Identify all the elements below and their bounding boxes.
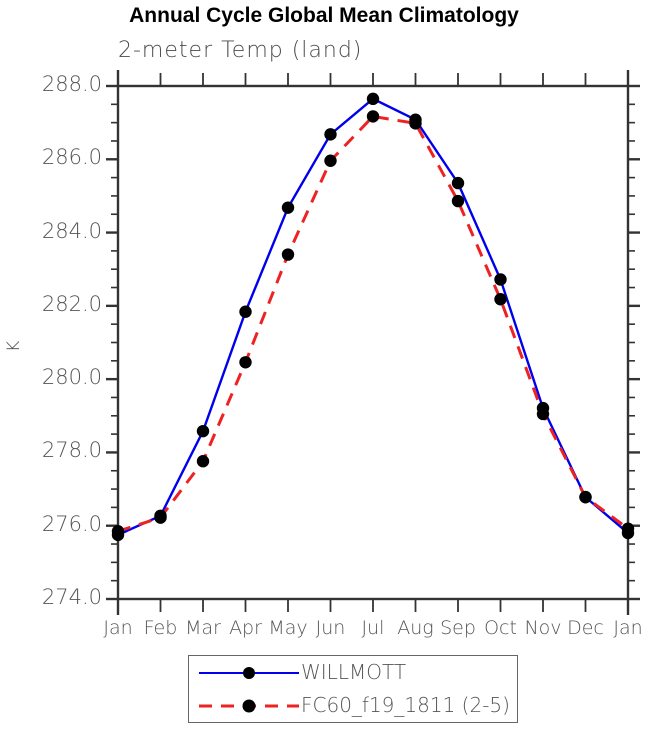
data-point — [366, 92, 380, 106]
plot-axes — [106, 70, 640, 615]
y-tick-label: 288.0 — [41, 72, 102, 96]
chart-subtitle: 2-meter Temp (land) — [118, 38, 363, 63]
data-point — [451, 176, 465, 190]
data-point — [366, 110, 380, 123]
data-point — [451, 194, 465, 208]
x-tick-label: Nov — [524, 617, 562, 639]
data-point — [621, 522, 635, 535]
y-tick-label: 278.0 — [41, 438, 102, 463]
data-point — [494, 293, 507, 306]
x-tick-label: Apr — [229, 617, 262, 639]
data-point — [494, 273, 507, 286]
data-point — [536, 407, 550, 421]
data-point — [111, 525, 125, 538]
legend-entry-1: FC60_f19_1811 (2-5) — [189, 689, 519, 723]
chart-legend: WILLMOTT FC60_f19_1811 (2-5) — [188, 655, 518, 723]
x-tick-label: Mar — [185, 617, 221, 639]
legend-label-1: FC60_f19_1811 (2-5) — [301, 693, 510, 717]
x-tick-label: Dec — [567, 617, 604, 639]
x-tick-label: Jan — [103, 617, 133, 639]
y-tick-label: 284.0 — [41, 218, 102, 243]
x-tick-label: Aug — [397, 617, 434, 639]
y-tick-label: 282.0 — [41, 291, 102, 316]
y-tick-label: 274.0 — [41, 585, 102, 609]
plot-series — [111, 92, 635, 542]
data-point — [409, 117, 422, 130]
data-point — [579, 490, 592, 504]
legend-swatch-series1 — [199, 667, 299, 679]
x-tick-label: Jul — [361, 617, 385, 639]
data-point — [196, 424, 210, 438]
x-tick-label: Jan — [613, 617, 643, 639]
series-line-1 — [117, 97, 629, 536]
series-line-2 — [117, 114, 629, 533]
y-tick-label: 276.0 — [41, 511, 102, 536]
data-point — [239, 356, 252, 369]
x-tick-label: Feb — [143, 617, 178, 639]
y-tick-label: 280.0 — [41, 365, 102, 390]
data-point — [281, 201, 295, 214]
data-point — [196, 455, 210, 468]
chart-title: Annual Cycle Global Mean Climatology — [129, 4, 519, 27]
legend-entry-0: WILLMOTT — [189, 656, 519, 690]
y-tick-label: 286.0 — [41, 145, 102, 170]
legend-label-0: WILLMOTT — [301, 660, 407, 684]
data-point — [324, 128, 337, 141]
data-point — [239, 305, 252, 318]
x-tick-label: Jun — [315, 617, 346, 639]
data-point — [281, 248, 295, 261]
axis-frame — [116, 84, 630, 601]
x-tick-label: May — [268, 617, 308, 639]
data-point — [324, 154, 337, 167]
x-tick-label: Sep — [440, 617, 476, 639]
legend-swatch-series2 — [199, 699, 299, 713]
x-tick-label: Oct — [484, 617, 517, 639]
data-point — [154, 511, 167, 524]
